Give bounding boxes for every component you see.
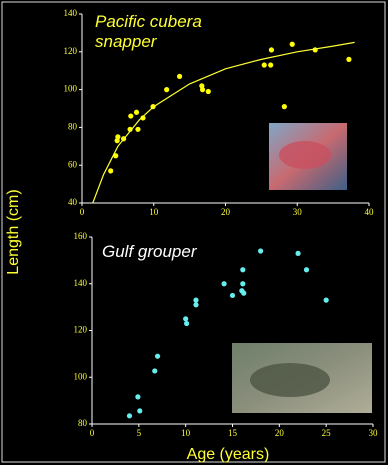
x-tick-label: 20 [221, 207, 231, 217]
y-tick-label: 120 [64, 46, 78, 56]
x-tick-label: 40 [365, 207, 375, 217]
point [134, 110, 139, 115]
point [304, 267, 309, 272]
point [164, 87, 169, 92]
point [206, 89, 211, 94]
point [230, 293, 235, 298]
point [200, 87, 205, 92]
x-tick-label: 30 [369, 428, 379, 438]
fish-photo [279, 141, 331, 169]
y-tick-label: 100 [74, 371, 88, 381]
x-axis-label: Age (years) [187, 446, 270, 463]
x-tick-label: 10 [181, 428, 191, 438]
point [127, 413, 132, 418]
y-tick-label: 100 [64, 84, 78, 94]
point [282, 104, 287, 109]
point [346, 57, 351, 62]
point [128, 113, 133, 118]
x-tick-label: 15 [228, 428, 238, 438]
point [193, 298, 198, 303]
point [184, 321, 189, 326]
y-tick-label: 140 [74, 278, 88, 288]
point [268, 62, 273, 67]
x-tick-label: 30 [293, 207, 303, 217]
y-tick-label: 160 [74, 231, 88, 241]
y-tick-label: 120 [74, 325, 88, 335]
fish-photo [250, 363, 330, 397]
point [135, 127, 140, 132]
point [152, 368, 157, 373]
chart: Length (cm) Age (years) 4060801001201400… [0, 0, 388, 465]
x-tick-label: 0 [90, 428, 95, 438]
panel-title: Pacific cubera snapper [95, 12, 245, 52]
x-tick-label: 25 [322, 428, 332, 438]
point [183, 316, 188, 321]
point [135, 394, 140, 399]
point [240, 281, 245, 286]
point [295, 251, 300, 256]
point [155, 354, 160, 359]
page: Length (cm) Age (years) 4060801001201400… [0, 0, 388, 465]
point [137, 408, 142, 413]
x-tick-label: 20 [275, 428, 285, 438]
x-tick-label: 10 [149, 207, 159, 217]
point [115, 134, 120, 139]
panel-title: Gulf grouper [102, 242, 262, 262]
y-tick-label: 60 [68, 159, 78, 169]
x-tick-label: 5 [137, 428, 142, 438]
y-tick-label: 140 [64, 8, 78, 18]
point [269, 47, 274, 52]
point [324, 298, 329, 303]
y-tick-label: 40 [68, 197, 78, 207]
point [241, 291, 246, 296]
point [240, 267, 245, 272]
point [221, 281, 226, 286]
point [193, 302, 198, 307]
x-tick-label: 0 [80, 207, 85, 217]
point [290, 42, 295, 47]
y-axis-label: Length (cm) [5, 189, 22, 274]
point [108, 168, 113, 173]
point [177, 74, 182, 79]
y-tick-label: 80 [78, 418, 88, 428]
y-tick-label: 80 [68, 121, 78, 131]
point [262, 62, 267, 67]
